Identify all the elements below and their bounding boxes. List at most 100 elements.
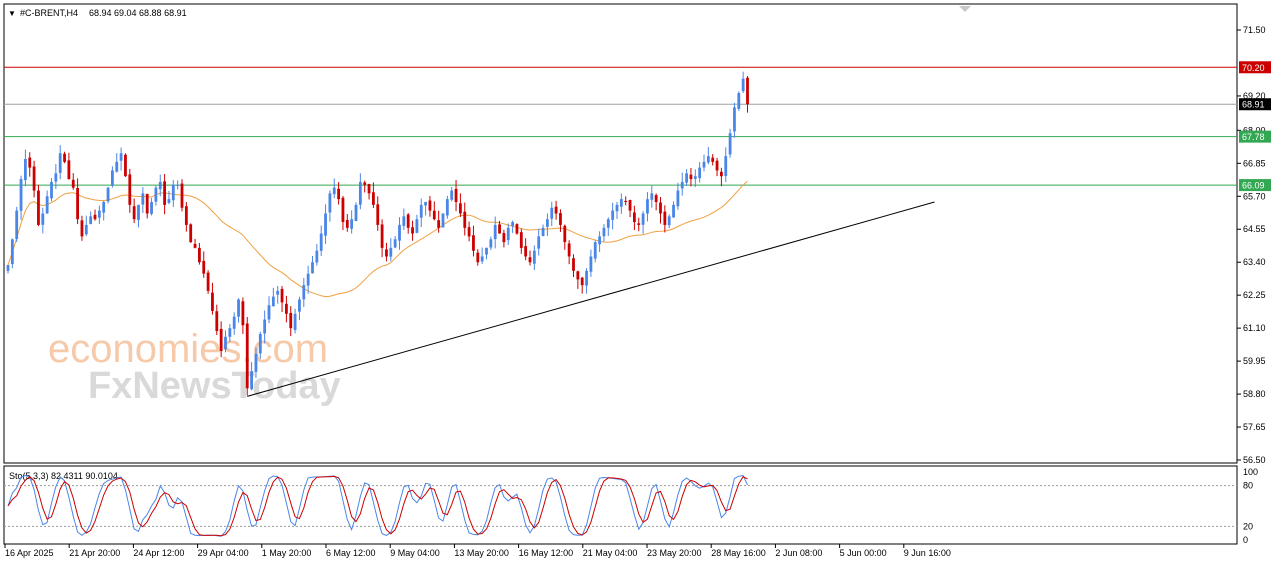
candle-bull bbox=[702, 161, 706, 168]
candle-bull bbox=[97, 210, 101, 218]
candle-bull bbox=[293, 313, 297, 330]
candle-bear bbox=[198, 247, 201, 263]
candle-bull bbox=[158, 181, 162, 190]
candle-bull bbox=[15, 210, 19, 239]
time-tick-label: 23 May 20:00 bbox=[647, 548, 702, 558]
candle-bull bbox=[398, 224, 401, 241]
candle-bull bbox=[228, 328, 232, 337]
stochastic-level-label: 100 bbox=[1243, 467, 1258, 477]
candle-bull bbox=[276, 290, 280, 295]
stochastic-level-label: 20 bbox=[1243, 521, 1253, 531]
candle-bear bbox=[519, 232, 523, 248]
candle-bull bbox=[176, 184, 180, 186]
candle-bull bbox=[237, 299, 240, 317]
candle-bull bbox=[137, 204, 140, 220]
time-tick-label: 6 May 12:00 bbox=[326, 548, 376, 558]
candle-bear bbox=[459, 203, 462, 214]
stochastic-main-line bbox=[7, 474, 748, 537]
time-tick-label: 28 May 16:00 bbox=[711, 548, 766, 558]
candle-bear bbox=[554, 206, 558, 214]
candle-bear bbox=[28, 157, 32, 168]
candle-bear bbox=[285, 303, 288, 314]
candle-bear bbox=[363, 182, 367, 185]
candle-bear bbox=[454, 188, 458, 202]
candle-bull bbox=[302, 285, 306, 300]
candle-bull bbox=[441, 213, 445, 228]
candle-bull bbox=[315, 250, 319, 263]
candle-bear bbox=[746, 77, 749, 105]
candle-bear bbox=[145, 193, 149, 214]
candle-bear bbox=[663, 211, 667, 225]
candle-bear bbox=[37, 190, 40, 225]
candle-bear bbox=[711, 157, 715, 162]
candle-bear bbox=[93, 214, 97, 220]
candle-bull bbox=[111, 170, 114, 186]
candle-bull bbox=[424, 202, 427, 206]
candle-bear bbox=[71, 179, 75, 188]
candle-bear bbox=[463, 211, 467, 228]
candle-bear bbox=[211, 292, 214, 311]
candle-bull bbox=[263, 319, 267, 334]
candle-bull bbox=[171, 184, 175, 201]
price-level-labels: 70.20 68.91 67.78 66.09 bbox=[1239, 61, 1271, 192]
candle-bear bbox=[202, 260, 206, 274]
trendline[interactable] bbox=[247, 201, 935, 397]
time-tick-label: 21 May 04:00 bbox=[583, 548, 638, 558]
candle-bull bbox=[485, 247, 488, 255]
candle-bull bbox=[89, 216, 93, 225]
candle-bear bbox=[524, 246, 528, 257]
candle-bear bbox=[193, 243, 197, 248]
corner-triangle-icon bbox=[959, 6, 971, 12]
price-tick-label: 65.70 bbox=[1243, 191, 1266, 201]
price-tick-label: 66.85 bbox=[1243, 158, 1266, 168]
watermark-line1: economies.com bbox=[48, 327, 328, 371]
candle-bull bbox=[115, 161, 119, 172]
candle-bull bbox=[650, 193, 654, 200]
time-tick-label: 16 May 12:00 bbox=[519, 548, 574, 558]
price-tick-label: 56.50 bbox=[1243, 455, 1266, 465]
stochastic-level-label: 0 bbox=[1243, 535, 1248, 545]
time-tick-label: 13 May 20:00 bbox=[454, 548, 509, 558]
candle-bear bbox=[380, 224, 384, 248]
candle-bull bbox=[537, 236, 541, 249]
candle-bear bbox=[337, 188, 340, 200]
candle-bull bbox=[724, 156, 728, 177]
candle-bull bbox=[106, 187, 110, 202]
candle-bull bbox=[615, 204, 619, 212]
candle-bull bbox=[589, 256, 593, 272]
level-tag-support bbox=[1239, 179, 1271, 192]
candle-bear bbox=[219, 328, 223, 352]
candle-bull bbox=[493, 224, 497, 240]
time-tick-label: 9 Jun 16:00 bbox=[904, 548, 951, 558]
candle-bear bbox=[67, 160, 71, 180]
candle-bear bbox=[437, 220, 441, 228]
candle-bear bbox=[189, 224, 193, 243]
candles bbox=[6, 71, 749, 396]
stochastic-lines bbox=[7, 474, 748, 537]
candle-bull bbox=[141, 193, 145, 205]
candle-bull bbox=[393, 239, 397, 248]
candle-bull bbox=[585, 270, 588, 286]
candle-bear bbox=[432, 210, 436, 220]
stochastic-signal-line bbox=[7, 475, 748, 537]
candle-bull bbox=[698, 167, 702, 179]
candle-bear bbox=[280, 288, 284, 303]
candle-bear bbox=[428, 200, 432, 211]
candle-bull bbox=[646, 199, 649, 214]
level-tag-label: 70.20 bbox=[1242, 63, 1265, 73]
candle-bear bbox=[720, 171, 723, 177]
candle-bull bbox=[250, 371, 253, 390]
candle-bull bbox=[54, 173, 58, 182]
time-tick-label: 9 May 04:00 bbox=[390, 548, 440, 558]
level-tag-resistance bbox=[1239, 61, 1271, 74]
chart-menu-glyph[interactable]: ▼ bbox=[8, 9, 16, 18]
candle-bull bbox=[415, 219, 419, 233]
candle-bull bbox=[45, 196, 49, 214]
candle-bull bbox=[685, 173, 688, 183]
candle-bull bbox=[10, 239, 14, 265]
candle-bull bbox=[532, 250, 536, 264]
candle-bull bbox=[354, 204, 358, 221]
candle-bull bbox=[254, 353, 258, 372]
level-tag-label: 67.78 bbox=[1242, 132, 1265, 142]
